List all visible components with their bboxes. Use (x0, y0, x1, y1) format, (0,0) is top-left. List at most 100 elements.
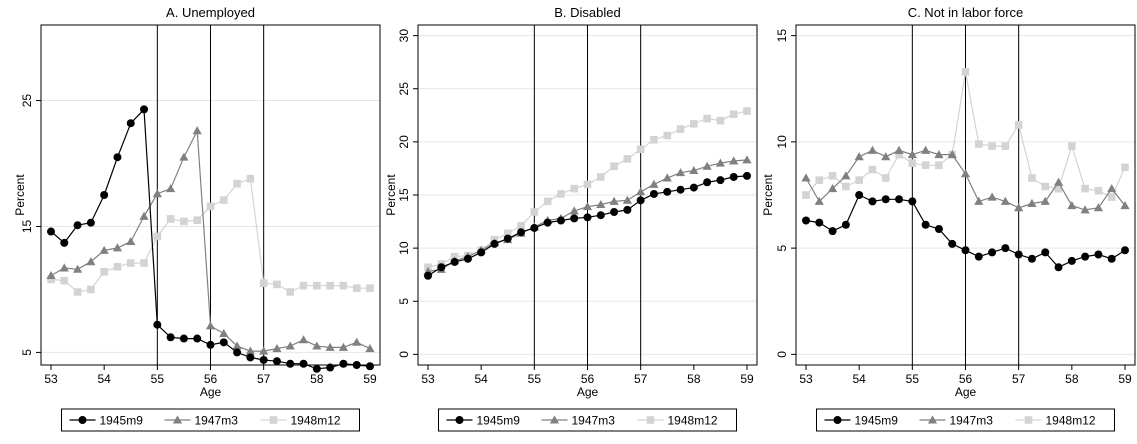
data-point (689, 183, 698, 192)
data-point (166, 215, 175, 223)
data-point (126, 259, 135, 267)
data-point (842, 182, 850, 191)
data-point (649, 179, 659, 188)
data-point (503, 234, 512, 243)
legend-marker (927, 415, 938, 424)
data-point (729, 156, 739, 165)
legend-marker (455, 416, 464, 424)
x-tick-label: 54 (474, 372, 488, 386)
x-tick-label: 54 (852, 372, 866, 386)
data-point (153, 232, 162, 241)
x-tick-label: 57 (634, 372, 648, 386)
x-tick-label: 53 (44, 372, 58, 386)
legend-label: 1945m9 (855, 414, 899, 428)
data-point (557, 190, 565, 198)
x-tick-label: 59 (740, 372, 754, 386)
data-point (974, 140, 983, 148)
data-point (960, 169, 971, 178)
data-point (881, 195, 890, 204)
data-point (650, 135, 658, 144)
data-point (517, 222, 525, 230)
data-point (517, 228, 526, 237)
legend-marker (833, 416, 842, 424)
data-point (205, 321, 216, 330)
data-point (623, 205, 632, 214)
data-point (828, 172, 837, 180)
data-point (841, 171, 851, 180)
x-tick-label: 53 (421, 372, 435, 386)
x-tick-label: 55 (151, 372, 165, 386)
x-tick-label: 55 (528, 372, 542, 386)
data-point (153, 320, 162, 329)
data-point (743, 107, 751, 115)
series-1945m9 (802, 191, 1129, 272)
x-axis-label: Age (577, 385, 599, 399)
data-point (716, 176, 725, 185)
x-tick-label: 58 (310, 372, 324, 386)
data-point (1001, 142, 1010, 150)
series-1947m3 (801, 145, 1130, 214)
data-point (1040, 196, 1050, 205)
data-point (1053, 177, 1064, 186)
data-point (921, 220, 930, 229)
data-point (636, 145, 645, 154)
data-point (1081, 252, 1090, 261)
data-point (87, 285, 95, 294)
y-tick-label: 10 (775, 135, 789, 149)
data-point (72, 264, 83, 273)
data-point (556, 216, 565, 225)
data-point (961, 246, 970, 255)
data-point (352, 337, 362, 346)
data-point (690, 120, 698, 128)
data-point (179, 334, 188, 343)
data-point (424, 271, 432, 280)
legend-label: 1947m3 (195, 414, 239, 428)
legend-label: 1947m3 (572, 414, 616, 428)
y-tick-label: 15 (397, 188, 411, 202)
data-point (1041, 182, 1050, 191)
y-tick-label: 25 (20, 94, 34, 108)
data-point (140, 259, 148, 267)
data-point (1107, 193, 1116, 201)
data-point (366, 362, 374, 371)
panel-title: A. Unemployed (166, 5, 255, 20)
data-point (676, 185, 685, 194)
data-point (689, 165, 699, 175)
y-axis-label: Percent (761, 174, 775, 216)
data-point (1068, 142, 1076, 150)
data-point (126, 119, 135, 128)
data-point (987, 192, 997, 201)
data-point (1001, 244, 1010, 253)
data-point (1014, 250, 1023, 259)
data-point (299, 281, 308, 290)
x-tick-label: 55 (906, 372, 920, 386)
data-point (312, 364, 321, 373)
data-point (988, 248, 997, 257)
data-point (974, 196, 984, 205)
data-point (855, 176, 863, 184)
x-tick-label: 54 (97, 372, 111, 386)
data-point (286, 288, 295, 296)
legend-label: 1945m9 (100, 414, 144, 428)
data-point (299, 359, 308, 368)
data-point (1120, 201, 1130, 210)
x-axis-label: Age (955, 385, 977, 399)
data-point (352, 361, 361, 369)
data-point (1041, 248, 1050, 257)
data-point (1107, 254, 1116, 263)
data-point (166, 333, 175, 342)
x-axis-label: Age (200, 385, 222, 399)
legend-box (438, 408, 737, 432)
data-point (450, 257, 459, 266)
data-point (935, 161, 943, 170)
data-point (636, 187, 646, 196)
data-point (59, 263, 69, 272)
data-point (1121, 246, 1129, 255)
data-point (583, 213, 592, 222)
data-point (206, 340, 215, 349)
data-point (312, 341, 322, 350)
legend-label: 1948m12 (291, 414, 341, 428)
y-tick-label: 20 (397, 135, 411, 149)
data-point (703, 114, 711, 123)
data-point (259, 346, 269, 355)
